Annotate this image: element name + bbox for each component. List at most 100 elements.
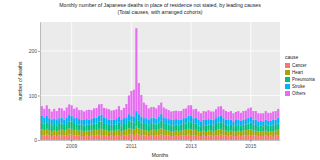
bar [143, 130, 145, 135]
bar [265, 131, 267, 136]
bar [48, 136, 50, 140]
bar [242, 111, 244, 119]
bar [180, 125, 182, 131]
x-axis-title: Months [152, 152, 169, 158]
bar [110, 131, 112, 136]
bar [205, 112, 207, 120]
bar [272, 112, 274, 120]
bar [277, 135, 279, 140]
bar [240, 126, 242, 131]
tick: 2015 [245, 140, 256, 149]
bar [195, 124, 197, 130]
bar [103, 123, 105, 130]
bar [105, 136, 107, 140]
bar [173, 120, 175, 125]
bar [235, 131, 237, 136]
bar [240, 121, 242, 126]
bar [270, 113, 272, 121]
bar [175, 130, 177, 135]
bar [110, 125, 112, 131]
bar [76, 135, 78, 140]
bar [165, 124, 167, 130]
bar [272, 136, 274, 140]
bar [198, 136, 200, 140]
bar [91, 124, 93, 130]
tick-mark [38, 95, 40, 96]
legend-swatch [285, 70, 290, 75]
bar [262, 136, 264, 140]
bar [250, 107, 252, 116]
bar [230, 111, 232, 119]
bar [125, 123, 127, 130]
bar [133, 90, 135, 117]
bar [267, 121, 269, 126]
bar [43, 136, 45, 140]
bar [240, 131, 242, 136]
bar [267, 126, 269, 131]
bar [118, 135, 120, 140]
bar [275, 125, 277, 131]
bar [235, 125, 237, 131]
bar [193, 124, 195, 130]
bar [275, 111, 277, 119]
bar [225, 111, 227, 119]
bar [188, 122, 190, 129]
bar [260, 113, 262, 121]
bar [61, 130, 63, 135]
legend-swatch [285, 91, 290, 96]
bar [120, 120, 122, 125]
legend-label: Pneumonia [292, 77, 315, 82]
bar [58, 124, 60, 130]
bar [130, 91, 132, 115]
bar [93, 118, 95, 124]
bar [73, 118, 75, 124]
bar [215, 124, 217, 130]
bar [140, 123, 142, 130]
bar [41, 116, 43, 122]
bar [81, 131, 83, 136]
bar [83, 120, 85, 125]
bar [163, 130, 165, 135]
bar [205, 125, 207, 131]
bar [180, 120, 182, 125]
legend: causeCancerHeartPneumoniaStrokeOthers [285, 54, 315, 96]
plot: 01002002009201120132015 [29, 22, 281, 149]
bar [153, 130, 155, 135]
bar [53, 130, 55, 135]
bar [133, 123, 135, 130]
bar [143, 124, 145, 130]
series [41, 28, 280, 121]
bar [43, 109, 45, 118]
bar [123, 136, 125, 140]
bar [222, 136, 224, 140]
bar [150, 136, 152, 140]
bar [115, 136, 117, 140]
bar [257, 113, 259, 121]
bar [135, 134, 137, 140]
grid-line [40, 95, 280, 96]
bar [270, 121, 272, 126]
bar [53, 124, 55, 130]
bar [88, 125, 90, 131]
bar [46, 129, 48, 135]
bar [88, 110, 90, 120]
bar [265, 125, 267, 131]
bar [103, 117, 105, 123]
bar [168, 136, 170, 140]
bar [98, 135, 100, 140]
bar [220, 106, 222, 116]
bar [272, 131, 274, 136]
bar [58, 118, 60, 124]
bar [56, 120, 58, 125]
bar [68, 128, 70, 134]
tick-label: 100 [29, 93, 38, 99]
bar [63, 125, 65, 131]
bar [183, 124, 185, 130]
bar [155, 136, 157, 140]
bar [120, 110, 122, 120]
bar [225, 136, 227, 140]
bar [260, 131, 262, 136]
bar [120, 125, 122, 131]
bar [153, 135, 155, 140]
bar [95, 136, 97, 140]
